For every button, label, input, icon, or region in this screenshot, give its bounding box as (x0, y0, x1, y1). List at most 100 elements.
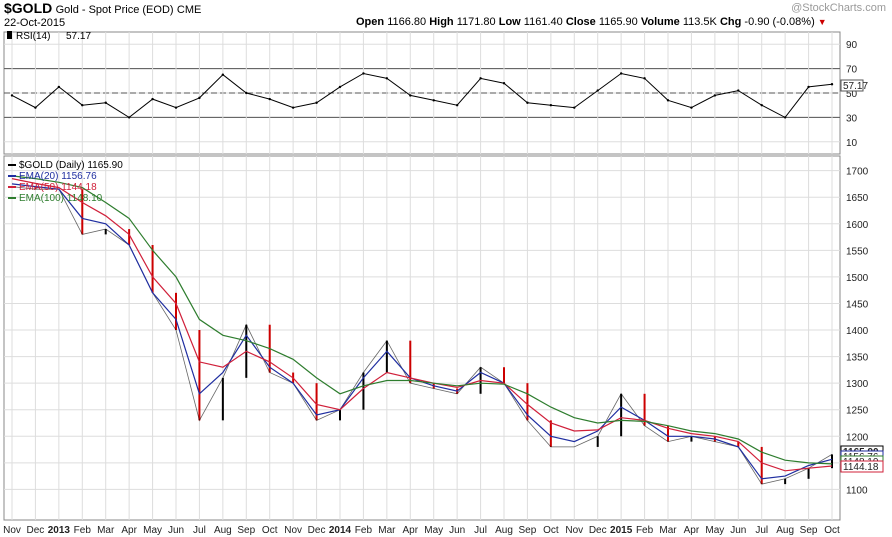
rsi-y-tick: 30 (846, 113, 858, 124)
x-tick-label: Jul (474, 525, 487, 536)
rsi-grid (4, 32, 840, 154)
price-y-tick: 1600 (846, 220, 869, 231)
x-axis: Nov Dec 2013 Feb Mar Apr May Jun Jul Aug Sep Oct Nov… (3, 525, 840, 536)
price-panel-frame (3, 155, 841, 521)
price-bars (34, 186, 833, 485)
rsi-point (783, 116, 787, 119)
rsi-point (830, 83, 834, 86)
x-tick-label: Mar (378, 525, 396, 536)
rsi-last-value-text: 57.17 (843, 81, 868, 92)
rsi-point (502, 82, 506, 85)
x-tick-label: May (424, 525, 443, 536)
x-tick-label: Oct (543, 525, 559, 536)
rsi-point (245, 91, 248, 95)
x-tick-label: Apr (121, 525, 137, 536)
rsi-point (385, 77, 389, 80)
x-tick-label: Aug (776, 525, 794, 536)
rsi-point (315, 101, 318, 104)
legend-entry: EMA(100) 1148.10 (19, 193, 103, 204)
x-tick-label: Sep (519, 525, 537, 536)
rsi-point (10, 94, 14, 97)
legend-entry: $GOLD (Daily) 1165.90 (19, 160, 123, 171)
price-y-tick: 1300 (846, 379, 869, 390)
rsi-last-value-box: 57.17 (840, 79, 868, 92)
chg-value: -0.90 (-0.08%) (744, 16, 815, 28)
rsi-point (338, 85, 342, 89)
rsi-point (291, 106, 295, 109)
price-y-tick: 1250 (846, 406, 869, 417)
chart-title: $GOLD Gold - Spot Price (EOD) CME (4, 1, 201, 17)
x-tick-label: Feb (636, 525, 654, 536)
rsi-point (643, 77, 646, 80)
rsi-point (174, 106, 178, 109)
high-value: 1171.80 (456, 16, 496, 28)
rsi-point (57, 85, 61, 89)
rsi-point (409, 94, 412, 97)
x-tick-label: Dec (589, 525, 607, 536)
rsi-point (596, 89, 599, 92)
rsi-point (127, 116, 131, 119)
x-tick-label: Apr (403, 525, 419, 536)
price-y-tick: 1650 (846, 193, 869, 204)
price-series (11, 175, 833, 485)
ema100-line (11, 175, 833, 465)
x-tick-label: Sep (800, 525, 818, 536)
rsi-point (81, 104, 84, 107)
rsi-y-axis: 90 70 50 30 10 (846, 40, 858, 149)
open-label: Open (356, 16, 385, 28)
price-y-tick: 1400 (846, 326, 869, 337)
rsi-point (713, 94, 717, 97)
price-y-tick: 1700 (846, 167, 869, 178)
x-tick-label: Oct (824, 525, 840, 536)
x-tick-label: Mar (659, 525, 677, 536)
x-tick-label: Sep (237, 525, 255, 536)
x-tick-label: Feb (355, 525, 373, 536)
x-tick-label: Oct (262, 525, 278, 536)
price-y-tick: 1350 (846, 353, 869, 364)
rsi-last-value-frame (840, 79, 864, 92)
rsi-point (737, 89, 740, 92)
rsi-point (619, 72, 623, 75)
rsi-legend-label: RSI(14) (16, 31, 50, 42)
rsi-point (198, 96, 201, 100)
x-tick-label: Jul (193, 525, 206, 536)
date-label: 22-Oct-2015 (4, 17, 66, 29)
ohlc-summary: Open 1166.80 High 1171.80 Low 1161.40 Cl… (356, 16, 827, 28)
rsi-legend-swatch (7, 31, 12, 39)
rsi-point (549, 104, 553, 107)
rsi-legend-value: 57.17 (66, 31, 91, 42)
rsi-point (221, 73, 225, 76)
x-tick-label: May (705, 525, 724, 536)
rsi-y-tick: 50 (846, 89, 858, 100)
rsi-point (479, 77, 482, 80)
rsi-point (526, 101, 529, 104)
rsi-point (432, 99, 435, 102)
x-tick-label: 2015 (610, 525, 633, 536)
down-arrow-icon: ▼ (817, 17, 827, 27)
x-tick-label: Aug (495, 525, 513, 536)
rsi-y-tick: 90 (846, 40, 858, 51)
x-tick-label: May (143, 525, 162, 536)
rsi-point (268, 97, 271, 101)
low-label: Low (498, 16, 521, 28)
price-y-tick: 1100 (846, 485, 868, 496)
x-tick-label: 2013 (48, 525, 71, 536)
x-tick-label: Jun (730, 525, 746, 536)
x-tick-label: Aug (214, 525, 232, 536)
legend-entry: EMA(20) 1156.76 (19, 171, 97, 182)
rsi-point (455, 104, 459, 107)
rsi-point (807, 85, 810, 89)
x-tick-label: Nov (284, 525, 302, 536)
rsi-legend: RSI(14) 57.17 (7, 31, 91, 42)
rsi-point (104, 101, 107, 104)
rsi-point (690, 106, 693, 109)
high-label: High (429, 16, 454, 28)
close-value: 1165.90 (598, 16, 638, 28)
x-tick-label: Dec (27, 525, 45, 536)
x-tick-label: Jun (168, 525, 184, 536)
x-tick-label: Nov (3, 525, 21, 536)
rsi-point (34, 106, 37, 109)
